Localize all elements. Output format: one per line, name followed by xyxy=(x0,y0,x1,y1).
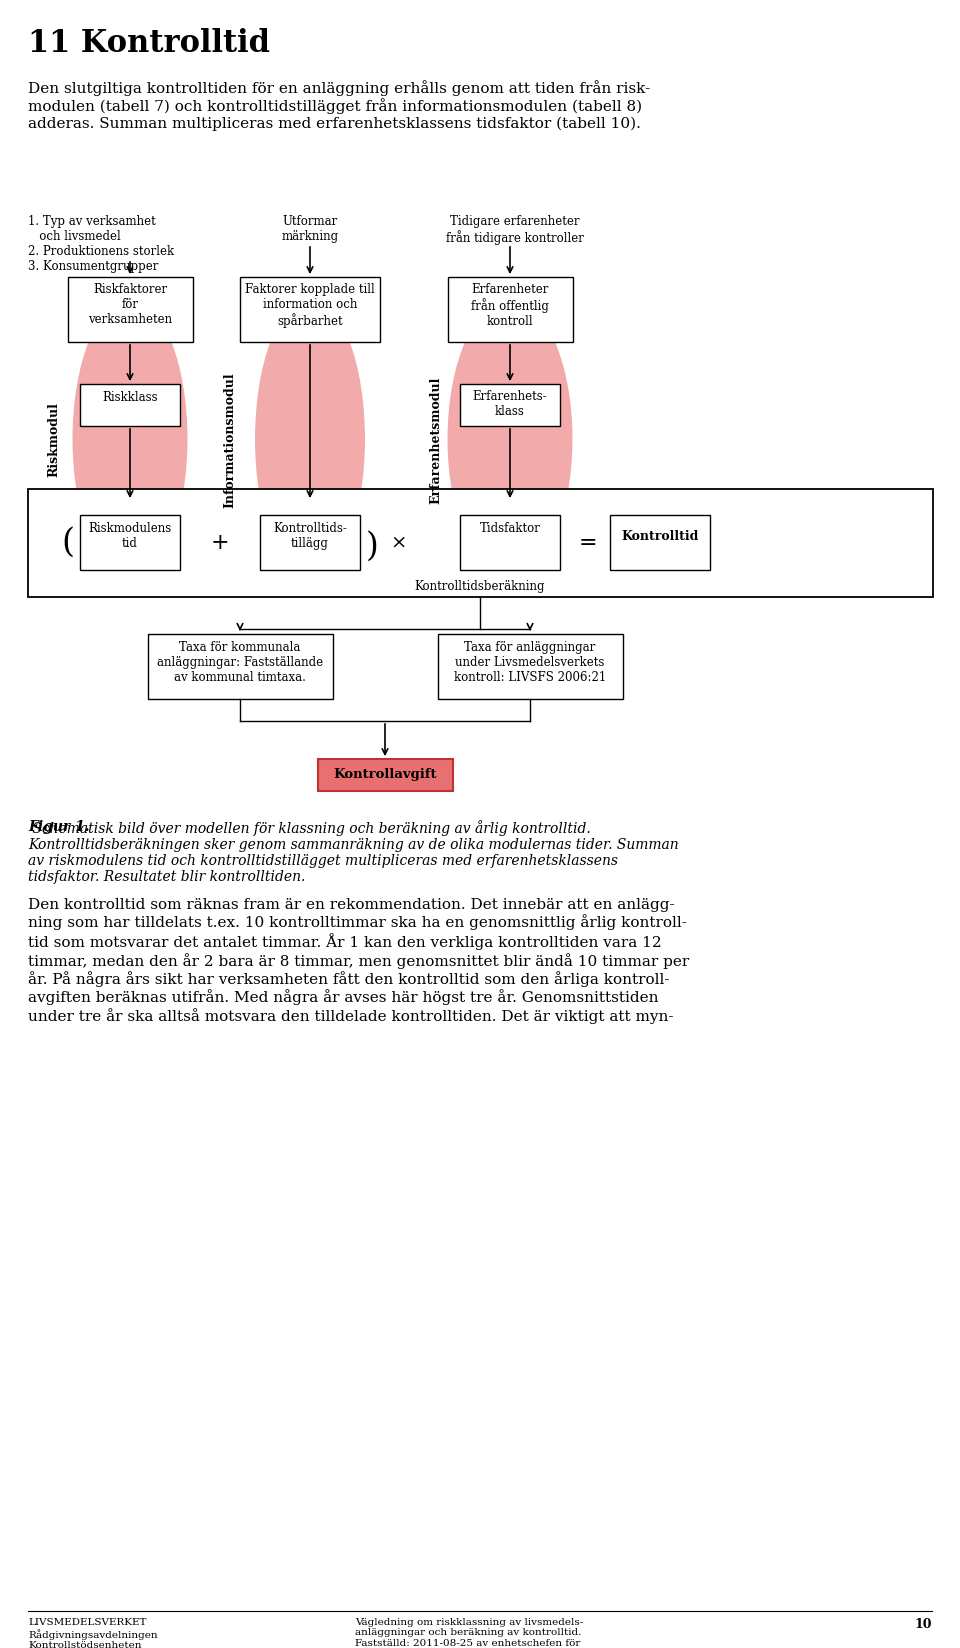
Text: 10: 10 xyxy=(915,1617,932,1630)
FancyBboxPatch shape xyxy=(460,516,560,570)
Text: =: = xyxy=(579,532,597,554)
FancyBboxPatch shape xyxy=(318,760,453,791)
Text: (: ( xyxy=(61,527,75,559)
Text: Kontrollavgift: Kontrollavgift xyxy=(333,768,437,781)
Text: Taxa för anläggningar
under Livsmedelsverkets
kontroll: LIVSFS 2006:21: Taxa för anläggningar under Livsmedelsve… xyxy=(454,641,606,684)
FancyBboxPatch shape xyxy=(610,516,710,570)
Text: Erfarenhets-
klass: Erfarenhets- klass xyxy=(472,391,547,417)
Text: Den kontrolltid som räknas fram är en rekommendation. Det innebär att en anlägg-: Den kontrolltid som räknas fram är en re… xyxy=(28,898,689,1023)
Text: Informationsmodul: Informationsmodul xyxy=(224,372,236,508)
Text: Schematisk bild över modellen för klassning och beräkning av årlig kontrolltid.
: Schematisk bild över modellen för klassn… xyxy=(28,819,679,883)
FancyBboxPatch shape xyxy=(460,384,560,427)
FancyBboxPatch shape xyxy=(438,634,623,699)
Text: Kontrolltidsberäkning: Kontrolltidsberäkning xyxy=(415,580,545,593)
Text: ×: × xyxy=(390,534,406,552)
Ellipse shape xyxy=(447,300,572,580)
Text: Riskfaktorer
för
verksamheten: Riskfaktorer för verksamheten xyxy=(88,283,172,326)
Text: 1. Typ av verksamhet
   och livsmedel
2. Produktionens storlek
3. Konsumentgrupp: 1. Typ av verksamhet och livsmedel 2. Pr… xyxy=(28,214,174,274)
Text: Vägledning om riskklassning av livsmedels-
anläggningar och beräkning av kontrol: Vägledning om riskklassning av livsmedel… xyxy=(355,1617,584,1648)
Text: Riskmodul: Riskmodul xyxy=(47,402,60,478)
FancyBboxPatch shape xyxy=(448,279,573,343)
FancyBboxPatch shape xyxy=(80,516,180,570)
Text: Den slutgiltiga kontrolltiden för en anläggning erhålls genom att tiden från ris: Den slutgiltiga kontrolltiden för en anl… xyxy=(28,81,650,130)
FancyBboxPatch shape xyxy=(148,634,333,699)
Text: Erfarenheter
från offentlig
kontroll: Erfarenheter från offentlig kontroll xyxy=(471,283,549,328)
Ellipse shape xyxy=(73,300,187,580)
Text: Kontrolltids-
tillägg: Kontrolltids- tillägg xyxy=(273,522,347,550)
Text: ): ) xyxy=(366,531,378,562)
Text: Taxa för kommunala
anläggningar: Fastställande
av kommunal timtaxa.: Taxa för kommunala anläggningar: Faststä… xyxy=(156,641,324,684)
Text: Figur 1.: Figur 1. xyxy=(28,819,89,834)
Text: Faktorer kopplade till
information och
spårbarhet: Faktorer kopplade till information och s… xyxy=(245,283,374,328)
Text: Utformar
märkning: Utformar märkning xyxy=(281,214,339,242)
Text: Erfarenhetsmodul: Erfarenhetsmodul xyxy=(429,376,443,503)
FancyBboxPatch shape xyxy=(240,279,380,343)
Text: Riskklass: Riskklass xyxy=(102,391,157,404)
Text: LIVSMEDELSVERKET
Rådgivningsavdelningen
Kontrollstödsenheten: LIVSMEDELSVERKET Rådgivningsavdelningen … xyxy=(28,1617,157,1648)
FancyBboxPatch shape xyxy=(28,489,933,598)
Text: 11 Kontrolltid: 11 Kontrolltid xyxy=(28,28,270,59)
FancyBboxPatch shape xyxy=(80,384,180,427)
FancyBboxPatch shape xyxy=(68,279,193,343)
Text: +: + xyxy=(210,532,229,554)
Ellipse shape xyxy=(255,300,365,580)
FancyBboxPatch shape xyxy=(260,516,360,570)
Text: Tidsfaktor: Tidsfaktor xyxy=(480,522,540,534)
Text: Kontrolltid: Kontrolltid xyxy=(621,529,699,542)
Text: Riskmodulens
tid: Riskmodulens tid xyxy=(88,522,172,550)
Text: Tidigare erfarenheter
från tidigare kontroller: Tidigare erfarenheter från tidigare kont… xyxy=(446,214,584,246)
